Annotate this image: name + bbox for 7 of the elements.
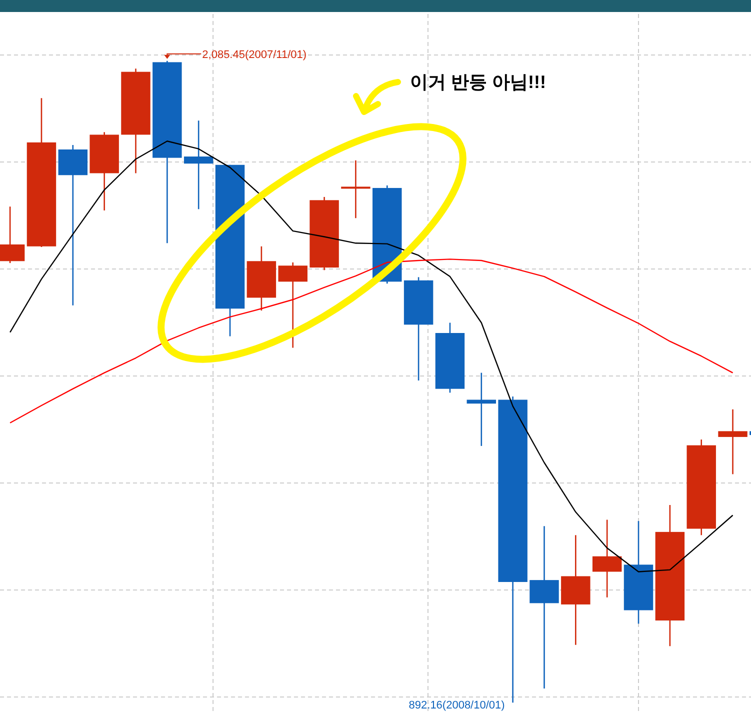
annotation: 이거 반등 아님!!! bbox=[410, 72, 546, 92]
candlestick bbox=[466, 372, 496, 447]
candlestick bbox=[341, 160, 370, 219]
candlestick bbox=[184, 120, 214, 210]
candlestick bbox=[718, 408, 748, 475]
annotation: 892.16(2008/10/01) bbox=[408, 700, 505, 712]
annotation: 2,085.45(2007/11/01) bbox=[202, 48, 307, 61]
